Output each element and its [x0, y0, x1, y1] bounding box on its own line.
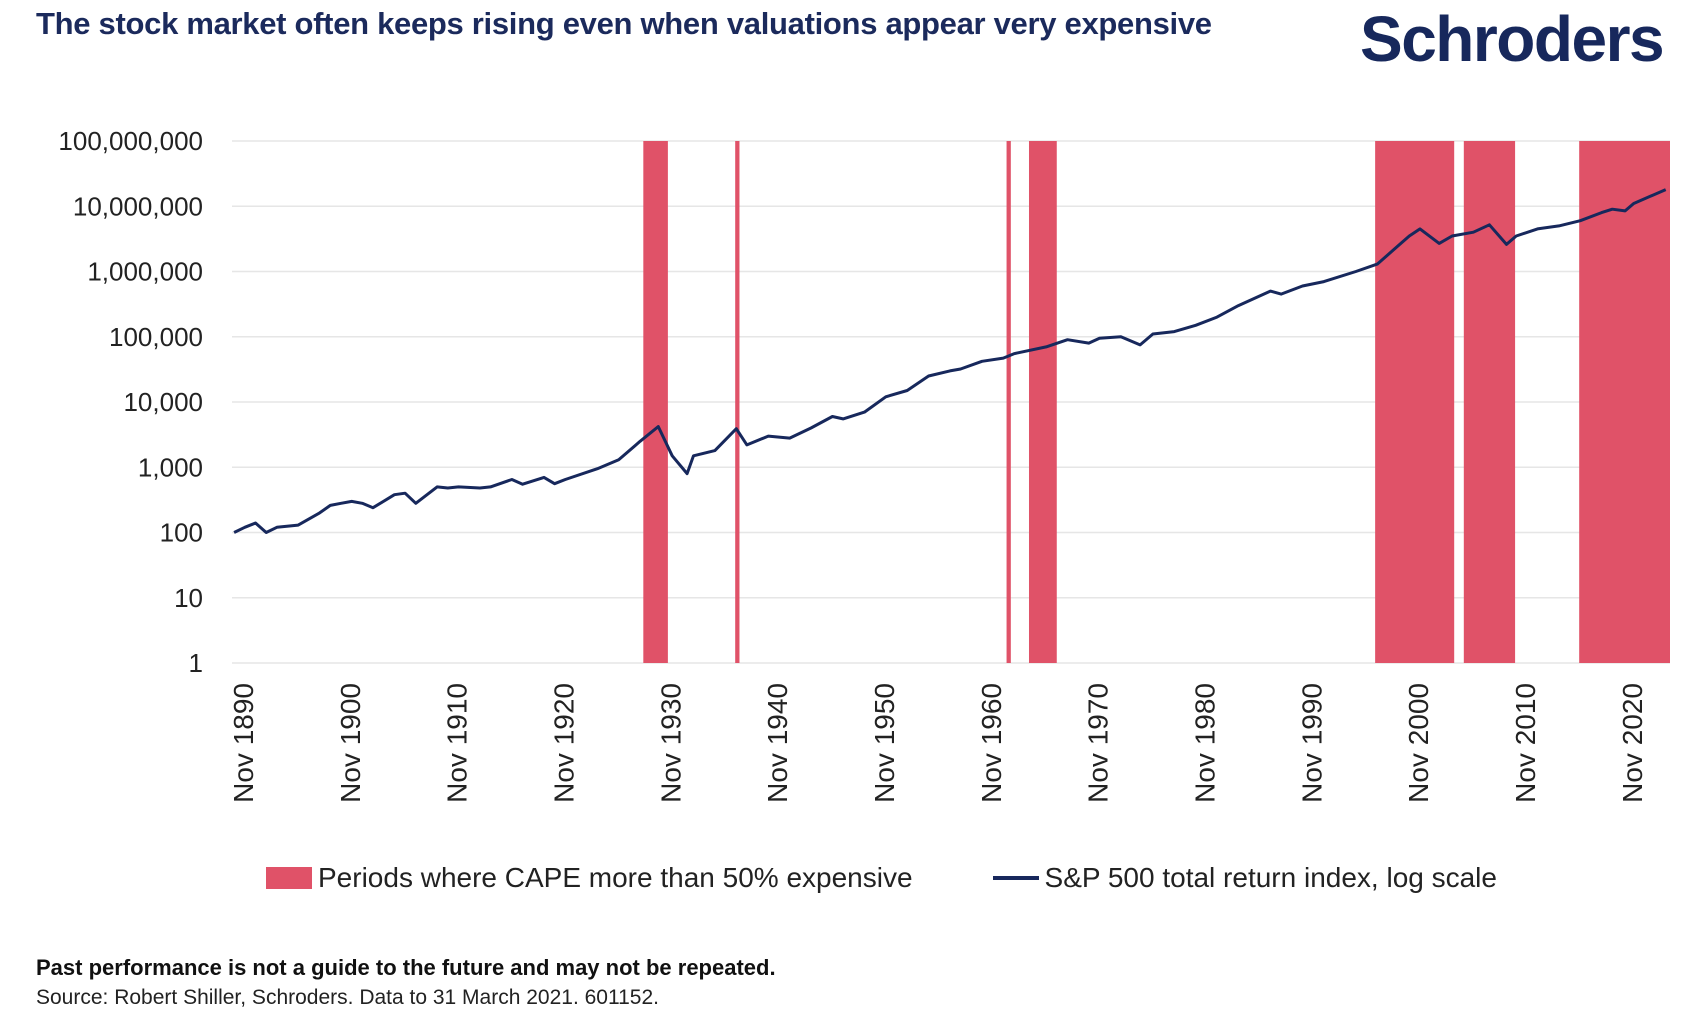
x-tick-label: Nov 1950: [869, 683, 900, 803]
schroders-logo: Schroders: [1360, 3, 1665, 75]
shaded-period: [1375, 141, 1455, 663]
x-tick-label: Nov 1970: [1083, 683, 1114, 803]
x-tick-label: Nov 2020: [1617, 683, 1648, 803]
sp500-series-line: [233, 188, 1667, 534]
x-tick-label: Nov 1910: [442, 683, 473, 803]
y-tick-label: 1: [189, 648, 203, 678]
shaded-period: [1579, 141, 1670, 663]
shaded-period: [735, 141, 740, 663]
source-note: Source: Robert Shiller, Schroders. Data …: [36, 986, 659, 1009]
x-tick-label: Nov 1930: [655, 683, 686, 803]
y-tick-label: 100,000: [109, 322, 203, 352]
y-tick-label: 10: [174, 583, 203, 613]
x-tick-label: Nov 1940: [762, 683, 793, 803]
y-tick-label: 1,000,000: [87, 257, 203, 287]
y-tick-label: 100: [160, 518, 203, 548]
legend-line-swatch: [992, 876, 1039, 880]
x-tick-label: Nov 1990: [1296, 683, 1327, 803]
y-tick-label: 1,000: [138, 452, 203, 482]
legend-shade-label: Periods where CAPE more than 50% expensi…: [318, 862, 913, 893]
y-tick-label: 100,000,000: [58, 126, 203, 156]
x-tick-label: Nov 1890: [228, 683, 259, 803]
shaded-period: [643, 141, 668, 663]
legend-shade-swatch: [266, 867, 312, 889]
x-tick-label: Nov 1960: [976, 683, 1007, 803]
legend: Periods where CAPE more than 50% expensi…: [266, 862, 1497, 894]
y-tick-label: 10,000: [123, 387, 203, 417]
line-chart: 1 10 100 1,000 10,000 100,000 1,000,000 10,000,…: [58, 126, 1670, 803]
y-tick-label: 10,000,000: [73, 191, 203, 221]
disclaimer: Past performance is not a guide to the f…: [36, 955, 776, 980]
x-tick-label: Nov 2000: [1403, 683, 1434, 803]
x-tick-label: Nov 1980: [1190, 683, 1221, 803]
gridlines: [232, 140, 1670, 664]
y-axis: 1 10 100 1,000 10,000 100,000 1,000,000 10,000,…: [58, 126, 203, 678]
shaded-period: [1463, 141, 1516, 663]
shaded-period: [1006, 141, 1011, 663]
legend-line-label: S&P 500 total return index, log scale: [1044, 862, 1497, 893]
shaded-periods: [643, 141, 1670, 663]
x-axis: Nov 1890 Nov 1900 Nov 1910 Nov 1920 Nov 1930…: [228, 683, 1648, 803]
x-tick-label: Nov 1920: [549, 683, 580, 803]
chart-title: The stock market often keeps rising even…: [36, 6, 1212, 41]
x-tick-label: Nov 1900: [335, 683, 366, 803]
shaded-period: [1028, 141, 1057, 663]
x-tick-label: Nov 2010: [1510, 683, 1541, 803]
